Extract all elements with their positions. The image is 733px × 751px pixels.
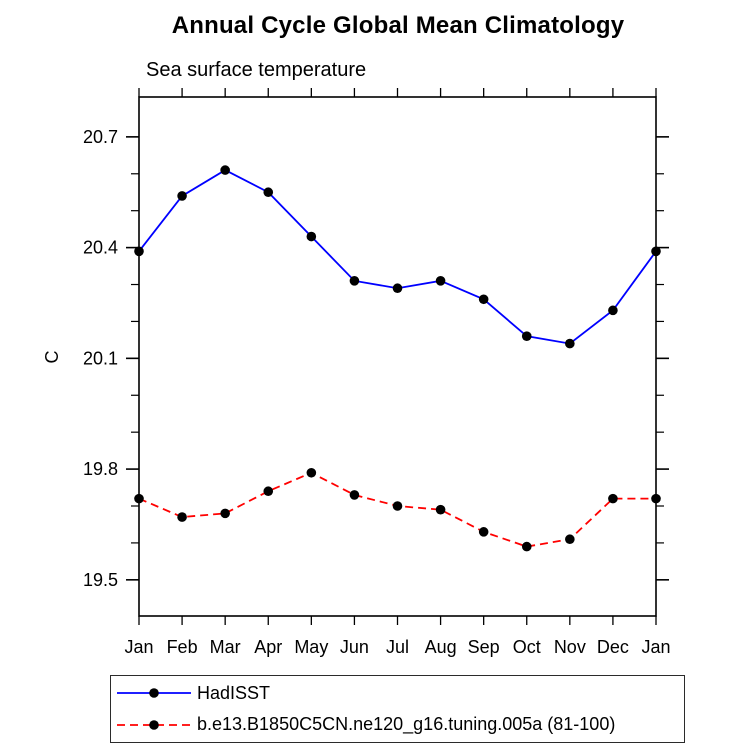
data-point-marker (478, 527, 489, 537)
y-tick-label: 20.1 (83, 348, 118, 368)
x-tick-label: Jul (386, 637, 409, 657)
chart-subtitle: Sea surface temperature (146, 59, 367, 81)
data-point-marker (134, 246, 144, 257)
data-point-marker (220, 165, 230, 175)
data-point-marker (263, 187, 274, 198)
y-tick-label: 19.5 (83, 570, 118, 590)
x-tick-label: Sep (468, 637, 500, 657)
data-point-marker (478, 294, 489, 305)
data-point-marker (435, 276, 446, 286)
x-tick-label: Aug (425, 637, 457, 657)
x-tick-label: Mar (210, 637, 241, 657)
x-tick-label: Jun (340, 637, 369, 657)
data-point-marker (306, 231, 317, 242)
legend-line-sample-0 (117, 688, 191, 699)
x-tick-label: Feb (167, 637, 198, 657)
data-point-marker (565, 338, 575, 349)
data-point-marker (435, 504, 446, 515)
data-point-marker (651, 493, 661, 504)
legend-line-sample-1 (117, 719, 191, 730)
x-tick-label: Apr (254, 637, 282, 657)
chart-title: Annual Cycle Global Mean Climatology (171, 12, 625, 39)
data-point-marker (565, 534, 575, 545)
legend-box: HadISST b.e13.B1850C5CN.ne120_g16.tuning… (110, 675, 685, 743)
y-tick-label: 20.4 (83, 238, 118, 258)
x-tick-label: Jan (641, 637, 670, 657)
data-point-marker (651, 246, 661, 257)
x-tick-label: Dec (597, 637, 629, 657)
x-tick-label: Oct (513, 637, 541, 657)
legend-sample-marker (149, 719, 159, 730)
data-point-marker (220, 508, 230, 519)
legend-label-0: HadISST (197, 682, 271, 703)
legend-sample-marker (149, 688, 159, 699)
legend-item-model: b.e13.B1850C5CN.ne120_g16.tuning.005a (8… (111, 711, 684, 739)
series-line-0 (138, 169, 657, 345)
data-point-marker (177, 191, 187, 201)
plot-area: Jan Feb Mar Apr May Jun Jul Aug Sep Oct Nov Dec Jan 1… (83, 88, 671, 657)
data-point-marker (134, 493, 144, 504)
data-point-marker (608, 305, 618, 316)
data-point-marker (177, 512, 187, 522)
data-point-marker (306, 467, 317, 478)
data-point-marker (392, 501, 403, 511)
data-point-marker (392, 283, 403, 294)
data-point-marker (349, 276, 360, 286)
x-tick-label: Jan (124, 637, 153, 657)
data-point-marker (521, 331, 532, 341)
data-point-marker (349, 490, 360, 500)
legend-item-hadisst: HadISST (111, 679, 684, 707)
legend-label-1: b.e13.B1850C5CN.ne120_g16.tuning.005a (8… (197, 714, 616, 735)
x-tick-label: Nov (554, 637, 586, 657)
y-tick-label: 19.8 (83, 459, 118, 479)
y-tick-label: 20.7 (83, 127, 118, 147)
data-point-marker (521, 541, 532, 552)
x-tick-label: May (294, 637, 328, 657)
y-axis-label: C (42, 350, 62, 364)
data-point-marker (263, 486, 274, 497)
data-point-marker (608, 493, 618, 504)
